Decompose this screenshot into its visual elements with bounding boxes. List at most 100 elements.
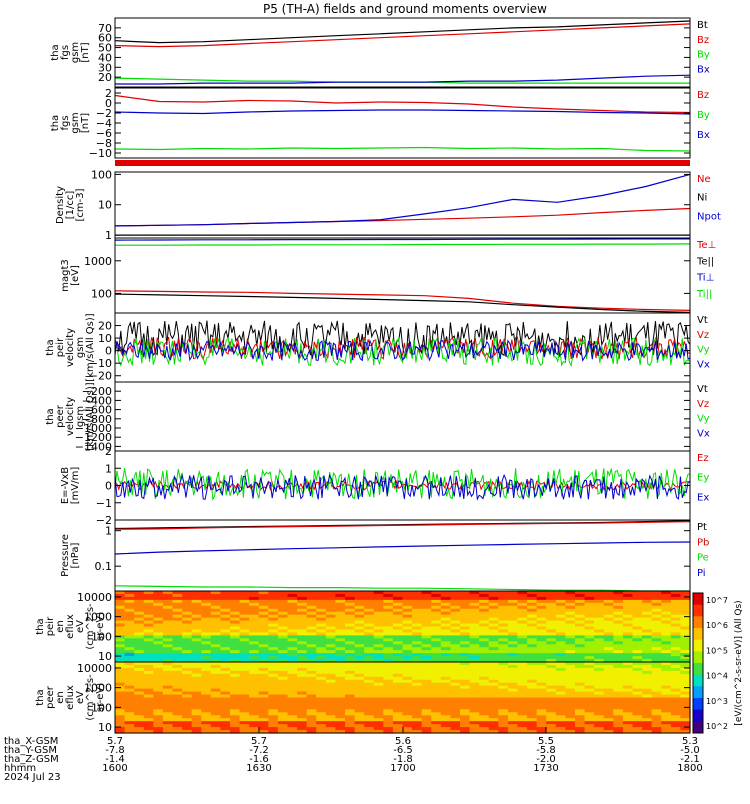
spectrogram-cell [622, 641, 634, 645]
spectrogram-cell [201, 682, 212, 687]
spectrogram-cell [651, 670, 662, 675]
spectrogram-cell [613, 662, 624, 666]
spectrogram-cell [325, 682, 337, 687]
spectrogram-cell [402, 676, 413, 681]
spectrogram-cell [536, 608, 547, 613]
spectrogram-cell [479, 667, 490, 672]
spectrogram-cell [383, 611, 394, 616]
spectrogram-cell [162, 656, 174, 660]
spectrogram-cell [536, 682, 547, 687]
spectrogram-cell [622, 721, 634, 725]
spectrogram-cell [354, 653, 365, 657]
spectrogram-cell [124, 679, 135, 684]
spectrogram-cell [297, 611, 308, 616]
y-tick-label: 0 [105, 480, 112, 493]
spectrogram-cell [622, 626, 634, 631]
spectrogram-cell [555, 679, 567, 684]
spectrogram-cell [249, 721, 260, 725]
spectrogram-cell [316, 727, 327, 731]
spectrogram-cell [498, 682, 509, 687]
spectrogram-cell [642, 691, 653, 696]
spectrogram-cell [297, 656, 308, 660]
spectrogram-cell [345, 632, 356, 636]
spectrogram-cell [124, 706, 135, 710]
spectrogram-cell [661, 673, 672, 678]
spectrogram-cell [345, 709, 356, 713]
spectrogram-cell [124, 656, 135, 660]
spectrogram-cell [412, 712, 423, 716]
spectrogram-cell [517, 593, 528, 598]
spectrogram-cell [507, 629, 519, 634]
spectrogram-cell [134, 638, 145, 642]
spectrogram-cell [201, 635, 212, 639]
spectrogram-cell [575, 662, 586, 666]
spectrogram-cell [565, 626, 576, 631]
spectrogram-cell [258, 596, 269, 601]
spectrogram-cell [460, 682, 471, 687]
spectrogram-cell [172, 682, 183, 687]
spectrogram-cell [364, 626, 375, 631]
spectrogram-cell [479, 659, 490, 663]
spectrogram-cell [565, 620, 576, 625]
spectrogram-cell [584, 641, 595, 645]
spectrogram-cell [498, 632, 509, 636]
spectrogram-cell [258, 635, 269, 639]
spectrogram-cell [182, 614, 193, 619]
spectrogram-cell [651, 727, 662, 731]
spectrogram-cell [210, 620, 222, 625]
spectrogram-cell [565, 691, 576, 696]
spectrogram-cell [124, 667, 135, 672]
spectrogram-cell [354, 626, 365, 631]
spectrogram-cell [392, 647, 404, 651]
spectrogram-cell [345, 706, 356, 710]
spectrogram-cell [402, 596, 413, 601]
spectrogram-cell [546, 700, 557, 705]
spectrogram-cell [201, 688, 212, 693]
spectrogram-cell [488, 694, 499, 699]
spectrogram-cell [364, 641, 375, 645]
spectrogram-cell [651, 605, 662, 610]
spectrogram-cell [584, 635, 595, 639]
spectrogram-cell [249, 727, 260, 731]
spectrogram-cell [210, 706, 222, 710]
spectrogram-cell [440, 626, 452, 631]
spectrogram-cell [230, 697, 241, 702]
spectrogram-cell [469, 676, 480, 681]
spectrogram-cell [594, 709, 605, 713]
spectrogram-cell [642, 730, 653, 734]
spectrogram-cell [575, 614, 586, 619]
y-axis-label-line: gsm [75, 337, 86, 358]
spectrogram-cell [124, 605, 135, 610]
spectrogram-cell [575, 730, 586, 734]
spectrogram-cell [460, 694, 471, 699]
spectrogram-cell [527, 676, 538, 681]
spectrogram-cell [584, 730, 595, 734]
spectrogram-cell [239, 644, 250, 648]
spectrogram-cell [287, 641, 298, 645]
spectrogram-cell [230, 611, 241, 616]
spectrogram-cell [134, 691, 145, 696]
spectrogram-cell [383, 718, 394, 722]
spectrogram-cell [546, 635, 557, 639]
spectrogram-cell [622, 602, 634, 607]
spectrogram-cell [373, 673, 384, 678]
spectrogram-cell [431, 676, 442, 681]
spectrogram-cell [402, 706, 413, 710]
spectrogram-cell [134, 664, 145, 669]
panel-frame [114, 381, 691, 452]
spectrogram-cell [249, 706, 260, 710]
spectrogram-cell [661, 703, 672, 707]
spectrogram-cell [498, 679, 509, 684]
spectrogram-cell [277, 608, 289, 613]
spectrogram-cell [316, 685, 327, 690]
spectrogram-cell [335, 664, 346, 669]
spectrogram-cell [364, 620, 375, 625]
spectrogram-cell [258, 644, 269, 648]
spectrogram-cell [172, 641, 183, 645]
y-axis-label-line: Density [55, 186, 66, 224]
spectrogram-cell [450, 591, 461, 595]
spectrogram-cell [249, 688, 260, 693]
spectrogram-cell [431, 638, 442, 642]
